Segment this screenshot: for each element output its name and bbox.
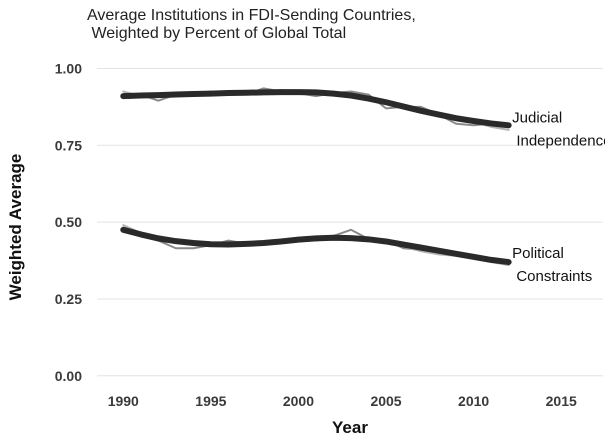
y-tick-label: 1.00	[55, 60, 82, 76]
line-annotations: Judicial Independence Political Constrain…	[512, 110, 605, 285]
smoothed-line-political-constraints	[120, 226, 512, 266]
smoothed-line-judicial-independence	[120, 89, 512, 129]
chart-title-line: Weighted by Percent of Global Total	[87, 25, 346, 42]
gridlines	[97, 67, 603, 377]
x-tick-label: 2010	[458, 393, 489, 409]
annotation-label: Judicial	[512, 110, 562, 127]
chart-title-line: Average Institutions in FDI-Sending Coun…	[87, 7, 416, 24]
x-axis-ticks: 1990 1995 2000 2005 2010 2015	[108, 393, 577, 409]
y-axis-ticks: 0.00 0.25 0.50 0.75 1.00	[55, 60, 82, 383]
raw-line-political-constraints	[122, 224, 510, 267]
x-tick-label: 1990	[108, 393, 139, 409]
chart-title: Average Institutions in FDI-Sending Coun…	[87, 7, 416, 42]
series-lines	[120, 87, 512, 267]
annotation-label: Independence	[512, 133, 605, 150]
x-tick-label: 2005	[370, 393, 401, 409]
annotation-label: Political	[512, 245, 564, 262]
x-tick-label: 1995	[195, 393, 226, 409]
x-axis-title: Year	[332, 418, 368, 437]
y-tick-label: 0.00	[55, 368, 82, 384]
y-tick-label: 0.25	[55, 291, 82, 307]
y-axis-title: Weighted Average	[6, 154, 25, 301]
annotation-label: Constraints	[512, 268, 592, 285]
x-tick-label: 2015	[546, 393, 577, 409]
y-tick-label: 0.50	[55, 214, 82, 230]
y-tick-label: 0.75	[55, 137, 82, 153]
x-tick-label: 2000	[283, 393, 314, 409]
